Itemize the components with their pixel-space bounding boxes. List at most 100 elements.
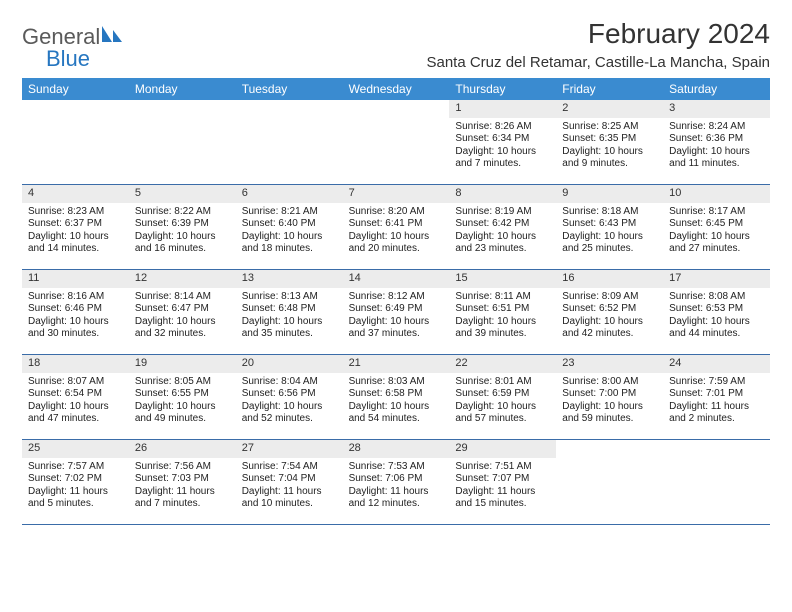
day-number — [129, 100, 236, 118]
sunset-text: Sunset: 7:00 PM — [562, 388, 657, 401]
daylight-text: and 52 minutes. — [242, 413, 337, 426]
logo-text: General Blue — [22, 24, 124, 72]
daylight-text: Daylight: 10 hours — [349, 316, 444, 329]
day-cell: 1Sunrise: 8:26 AMSunset: 6:34 PMDaylight… — [449, 100, 556, 184]
day-number: 9 — [556, 185, 663, 203]
sunrise-text: Sunrise: 8:03 AM — [349, 376, 444, 389]
day-number: 20 — [236, 355, 343, 373]
sunrise-text: Sunrise: 8:22 AM — [135, 206, 230, 219]
logo-sail-icon — [100, 24, 124, 49]
daylight-text: and 59 minutes. — [562, 413, 657, 426]
day-number — [236, 100, 343, 118]
daylight-text: Daylight: 10 hours — [669, 231, 764, 244]
sunset-text: Sunset: 6:36 PM — [669, 133, 764, 146]
sunrise-text: Sunrise: 8:04 AM — [242, 376, 337, 389]
sunset-text: Sunset: 7:03 PM — [135, 473, 230, 486]
daylight-text: and 14 minutes. — [28, 243, 123, 256]
day-body: Sunrise: 8:12 AMSunset: 6:49 PMDaylight:… — [343, 288, 450, 347]
daylight-text: and 23 minutes. — [455, 243, 550, 256]
daylight-text: and 12 minutes. — [349, 498, 444, 511]
week-row: 11Sunrise: 8:16 AMSunset: 6:46 PMDayligh… — [22, 270, 770, 355]
daylight-text: and 7 minutes. — [455, 158, 550, 171]
day-number: 17 — [663, 270, 770, 288]
day-cell: 6Sunrise: 8:21 AMSunset: 6:40 PMDaylight… — [236, 185, 343, 269]
sunrise-text: Sunrise: 8:01 AM — [455, 376, 550, 389]
daylight-text: and 47 minutes. — [28, 413, 123, 426]
day-cell: 20Sunrise: 8:04 AMSunset: 6:56 PMDayligh… — [236, 355, 343, 439]
day-number: 2 — [556, 100, 663, 118]
day-number: 26 — [129, 440, 236, 458]
day-cell: 25Sunrise: 7:57 AMSunset: 7:02 PMDayligh… — [22, 440, 129, 524]
day-body: Sunrise: 7:54 AMSunset: 7:04 PMDaylight:… — [236, 458, 343, 517]
day-cell: 18Sunrise: 8:07 AMSunset: 6:54 PMDayligh… — [22, 355, 129, 439]
day-number: 28 — [343, 440, 450, 458]
daylight-text: and 27 minutes. — [669, 243, 764, 256]
day-body: Sunrise: 7:51 AMSunset: 7:07 PMDaylight:… — [449, 458, 556, 517]
page-header: General Blue February 2024 Santa Cruz de… — [22, 18, 770, 72]
sunrise-text: Sunrise: 8:12 AM — [349, 291, 444, 304]
day-cell: 22Sunrise: 8:01 AMSunset: 6:59 PMDayligh… — [449, 355, 556, 439]
daylight-text: Daylight: 10 hours — [135, 231, 230, 244]
day-body: Sunrise: 7:53 AMSunset: 7:06 PMDaylight:… — [343, 458, 450, 517]
day-cell: 5Sunrise: 8:22 AMSunset: 6:39 PMDaylight… — [129, 185, 236, 269]
daylight-text: Daylight: 10 hours — [28, 316, 123, 329]
sunrise-text: Sunrise: 7:57 AM — [28, 461, 123, 474]
dow-saturday: Saturday — [663, 78, 770, 100]
location-subtitle: Santa Cruz del Retamar, Castille-La Manc… — [426, 54, 770, 71]
daylight-text: Daylight: 10 hours — [349, 401, 444, 414]
day-cell: 28Sunrise: 7:53 AMSunset: 7:06 PMDayligh… — [343, 440, 450, 524]
day-body: Sunrise: 8:05 AMSunset: 6:55 PMDaylight:… — [129, 373, 236, 432]
day-body: Sunrise: 8:07 AMSunset: 6:54 PMDaylight:… — [22, 373, 129, 432]
daylight-text: Daylight: 11 hours — [28, 486, 123, 499]
sunset-text: Sunset: 6:53 PM — [669, 303, 764, 316]
sunset-text: Sunset: 6:58 PM — [349, 388, 444, 401]
sunset-text: Sunset: 6:39 PM — [135, 218, 230, 231]
sunrise-text: Sunrise: 8:14 AM — [135, 291, 230, 304]
day-body: Sunrise: 8:18 AMSunset: 6:43 PMDaylight:… — [556, 203, 663, 262]
daylight-text: and 39 minutes. — [455, 328, 550, 341]
daylight-text: and 57 minutes. — [455, 413, 550, 426]
day-number: 29 — [449, 440, 556, 458]
daylight-text: and 32 minutes. — [135, 328, 230, 341]
sunset-text: Sunset: 7:07 PM — [455, 473, 550, 486]
dow-friday: Friday — [556, 78, 663, 100]
sunset-text: Sunset: 7:04 PM — [242, 473, 337, 486]
daylight-text: and 9 minutes. — [562, 158, 657, 171]
day-number: 1 — [449, 100, 556, 118]
daylight-text: Daylight: 10 hours — [455, 146, 550, 159]
daylight-text: and 42 minutes. — [562, 328, 657, 341]
day-number: 16 — [556, 270, 663, 288]
day-cell — [129, 100, 236, 184]
sunrise-text: Sunrise: 8:18 AM — [562, 206, 657, 219]
sunrise-text: Sunrise: 8:26 AM — [455, 121, 550, 134]
sunrise-text: Sunrise: 8:23 AM — [28, 206, 123, 219]
daylight-text: and 7 minutes. — [135, 498, 230, 511]
day-body: Sunrise: 8:26 AMSunset: 6:34 PMDaylight:… — [449, 118, 556, 177]
day-cell: 27Sunrise: 7:54 AMSunset: 7:04 PMDayligh… — [236, 440, 343, 524]
day-body: Sunrise: 8:16 AMSunset: 6:46 PMDaylight:… — [22, 288, 129, 347]
sunrise-text: Sunrise: 8:08 AM — [669, 291, 764, 304]
day-cell: 16Sunrise: 8:09 AMSunset: 6:52 PMDayligh… — [556, 270, 663, 354]
day-cell: 12Sunrise: 8:14 AMSunset: 6:47 PMDayligh… — [129, 270, 236, 354]
day-body: Sunrise: 7:56 AMSunset: 7:03 PMDaylight:… — [129, 458, 236, 517]
sunrise-text: Sunrise: 7:51 AM — [455, 461, 550, 474]
daylight-text: and 49 minutes. — [135, 413, 230, 426]
sunrise-text: Sunrise: 8:07 AM — [28, 376, 123, 389]
daylight-text: and 2 minutes. — [669, 413, 764, 426]
sunrise-text: Sunrise: 8:11 AM — [455, 291, 550, 304]
day-number: 7 — [343, 185, 450, 203]
day-body: Sunrise: 8:03 AMSunset: 6:58 PMDaylight:… — [343, 373, 450, 432]
daylight-text: Daylight: 10 hours — [135, 401, 230, 414]
sunrise-text: Sunrise: 7:59 AM — [669, 376, 764, 389]
sunrise-text: Sunrise: 8:00 AM — [562, 376, 657, 389]
day-body: Sunrise: 8:25 AMSunset: 6:35 PMDaylight:… — [556, 118, 663, 177]
day-body: Sunrise: 8:14 AMSunset: 6:47 PMDaylight:… — [129, 288, 236, 347]
day-cell — [343, 100, 450, 184]
daylight-text: Daylight: 10 hours — [242, 316, 337, 329]
month-title: February 2024 — [426, 18, 770, 50]
day-cell — [22, 100, 129, 184]
day-cell: 3Sunrise: 8:24 AMSunset: 6:36 PMDaylight… — [663, 100, 770, 184]
daylight-text: and 54 minutes. — [349, 413, 444, 426]
daylight-text: Daylight: 10 hours — [669, 146, 764, 159]
day-number: 12 — [129, 270, 236, 288]
